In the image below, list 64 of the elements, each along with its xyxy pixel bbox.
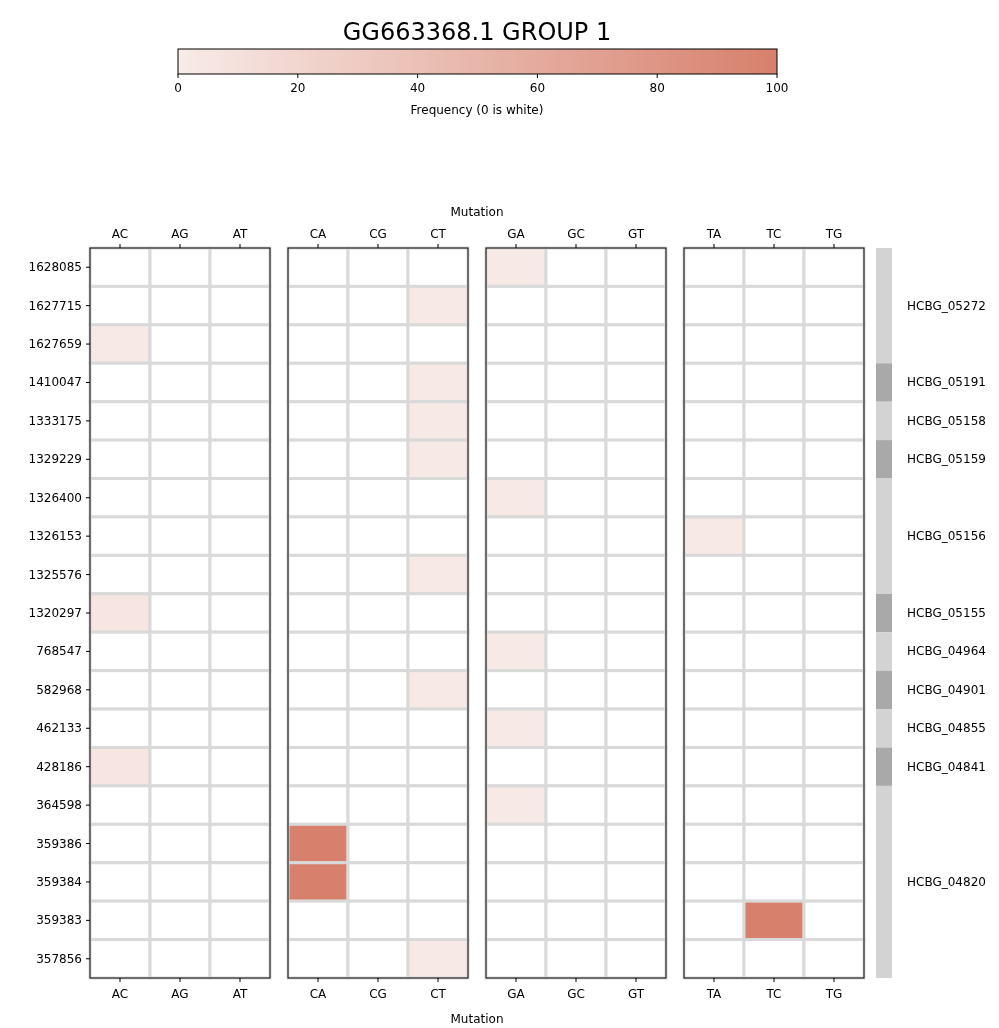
- y2-tick-label: HCBG_05156: [907, 529, 986, 544]
- category-label: AT: [232, 987, 248, 1001]
- color-bar-label: 100: [765, 81, 789, 95]
- x-axis-title: Mutation: [450, 1012, 504, 1026]
- category-label: TA: [706, 987, 722, 1001]
- y2-tick-label: HCBG_04841: [907, 759, 986, 774]
- x-tick-label: TA: [705, 227, 723, 241]
- category-label: CT: [430, 987, 446, 1001]
- x-tick-label: CG: [369, 227, 387, 241]
- y-tick-label: 1326153: [28, 529, 82, 544]
- x-tick-label: GC: [567, 227, 585, 241]
- y-tick-label: 1628085: [28, 260, 82, 275]
- x2-axis-title: Mutation: [450, 205, 504, 219]
- x-tick-label: AT: [232, 227, 248, 241]
- y-tick-label: 1326400: [28, 490, 82, 505]
- x-tick-label: TG: [824, 227, 843, 241]
- x-tick-label: AG: [171, 227, 189, 241]
- y2-tick-label: HCBG_04855: [907, 721, 986, 736]
- category-label: TC: [766, 987, 782, 1001]
- y-tick-label: 462133: [36, 721, 82, 736]
- x-tick-label: TC: [765, 227, 782, 241]
- y-tick-label: 1329229: [28, 452, 82, 467]
- x-tick-label: CT: [430, 227, 447, 241]
- y2-tick-label: HCBG_05159: [907, 452, 986, 467]
- y-tick-label: 1333175: [28, 413, 82, 428]
- y-tick-label: 359383: [36, 913, 82, 928]
- category-label: CA: [309, 987, 327, 1001]
- x-tick-label: CA: [309, 227, 328, 241]
- color-bar-title: Frequency (0 is white): [410, 103, 544, 117]
- x-tick-label: GA: [507, 227, 526, 241]
- y-tick-label: 1325576: [28, 567, 82, 582]
- color-bar-label: 40: [409, 81, 426, 95]
- y-tick-label: 1410047: [28, 375, 82, 390]
- y-tick-label: 768547: [36, 644, 82, 659]
- y-tick-label: 359386: [36, 836, 82, 851]
- y2-tick-label: HCBG_05191: [907, 375, 986, 390]
- y2-tick-label: HCBG_04820: [907, 874, 986, 889]
- y-tick-label: 1320297: [28, 606, 82, 620]
- category-label: GT: [627, 987, 645, 1001]
- y-tick-label: 582968: [36, 682, 82, 697]
- color-bar-label: 80: [649, 81, 665, 95]
- y2-tick-label: HCBG_04964: [907, 644, 986, 659]
- y-tick-label: 428186: [36, 759, 82, 774]
- color-bar-label: 20: [290, 81, 306, 95]
- category-label: TG: [825, 987, 843, 1001]
- y2-tick-label: HCBG_05158: [907, 413, 986, 428]
- y2-tick-label: HCBG_04901: [907, 682, 986, 697]
- color-bar-label: 0: [174, 81, 182, 95]
- y-tick-label: 1627659: [28, 337, 82, 352]
- chart-title: GG663368.1 GROUP 1: [342, 18, 612, 46]
- category-label: GA: [507, 987, 525, 1001]
- category-label: AG: [171, 987, 189, 1001]
- category-label: AC: [111, 987, 129, 1001]
- color-bar-label: 60: [529, 81, 546, 95]
- y2-tick-label: HCBG_05272: [907, 298, 986, 313]
- y-tick-label: 357856: [36, 951, 82, 966]
- y-tick-label: 359384: [36, 874, 82, 889]
- y-tick-label: 1627715: [28, 298, 82, 313]
- x-tick-label: GT: [627, 227, 645, 241]
- category-label: GC: [567, 987, 585, 1001]
- y-tick-label: 364598: [36, 798, 82, 813]
- category-label: CG: [369, 987, 387, 1001]
- x-tick-label: AC: [111, 227, 129, 241]
- y2-tick-label: HCBG_05155: [907, 606, 986, 620]
